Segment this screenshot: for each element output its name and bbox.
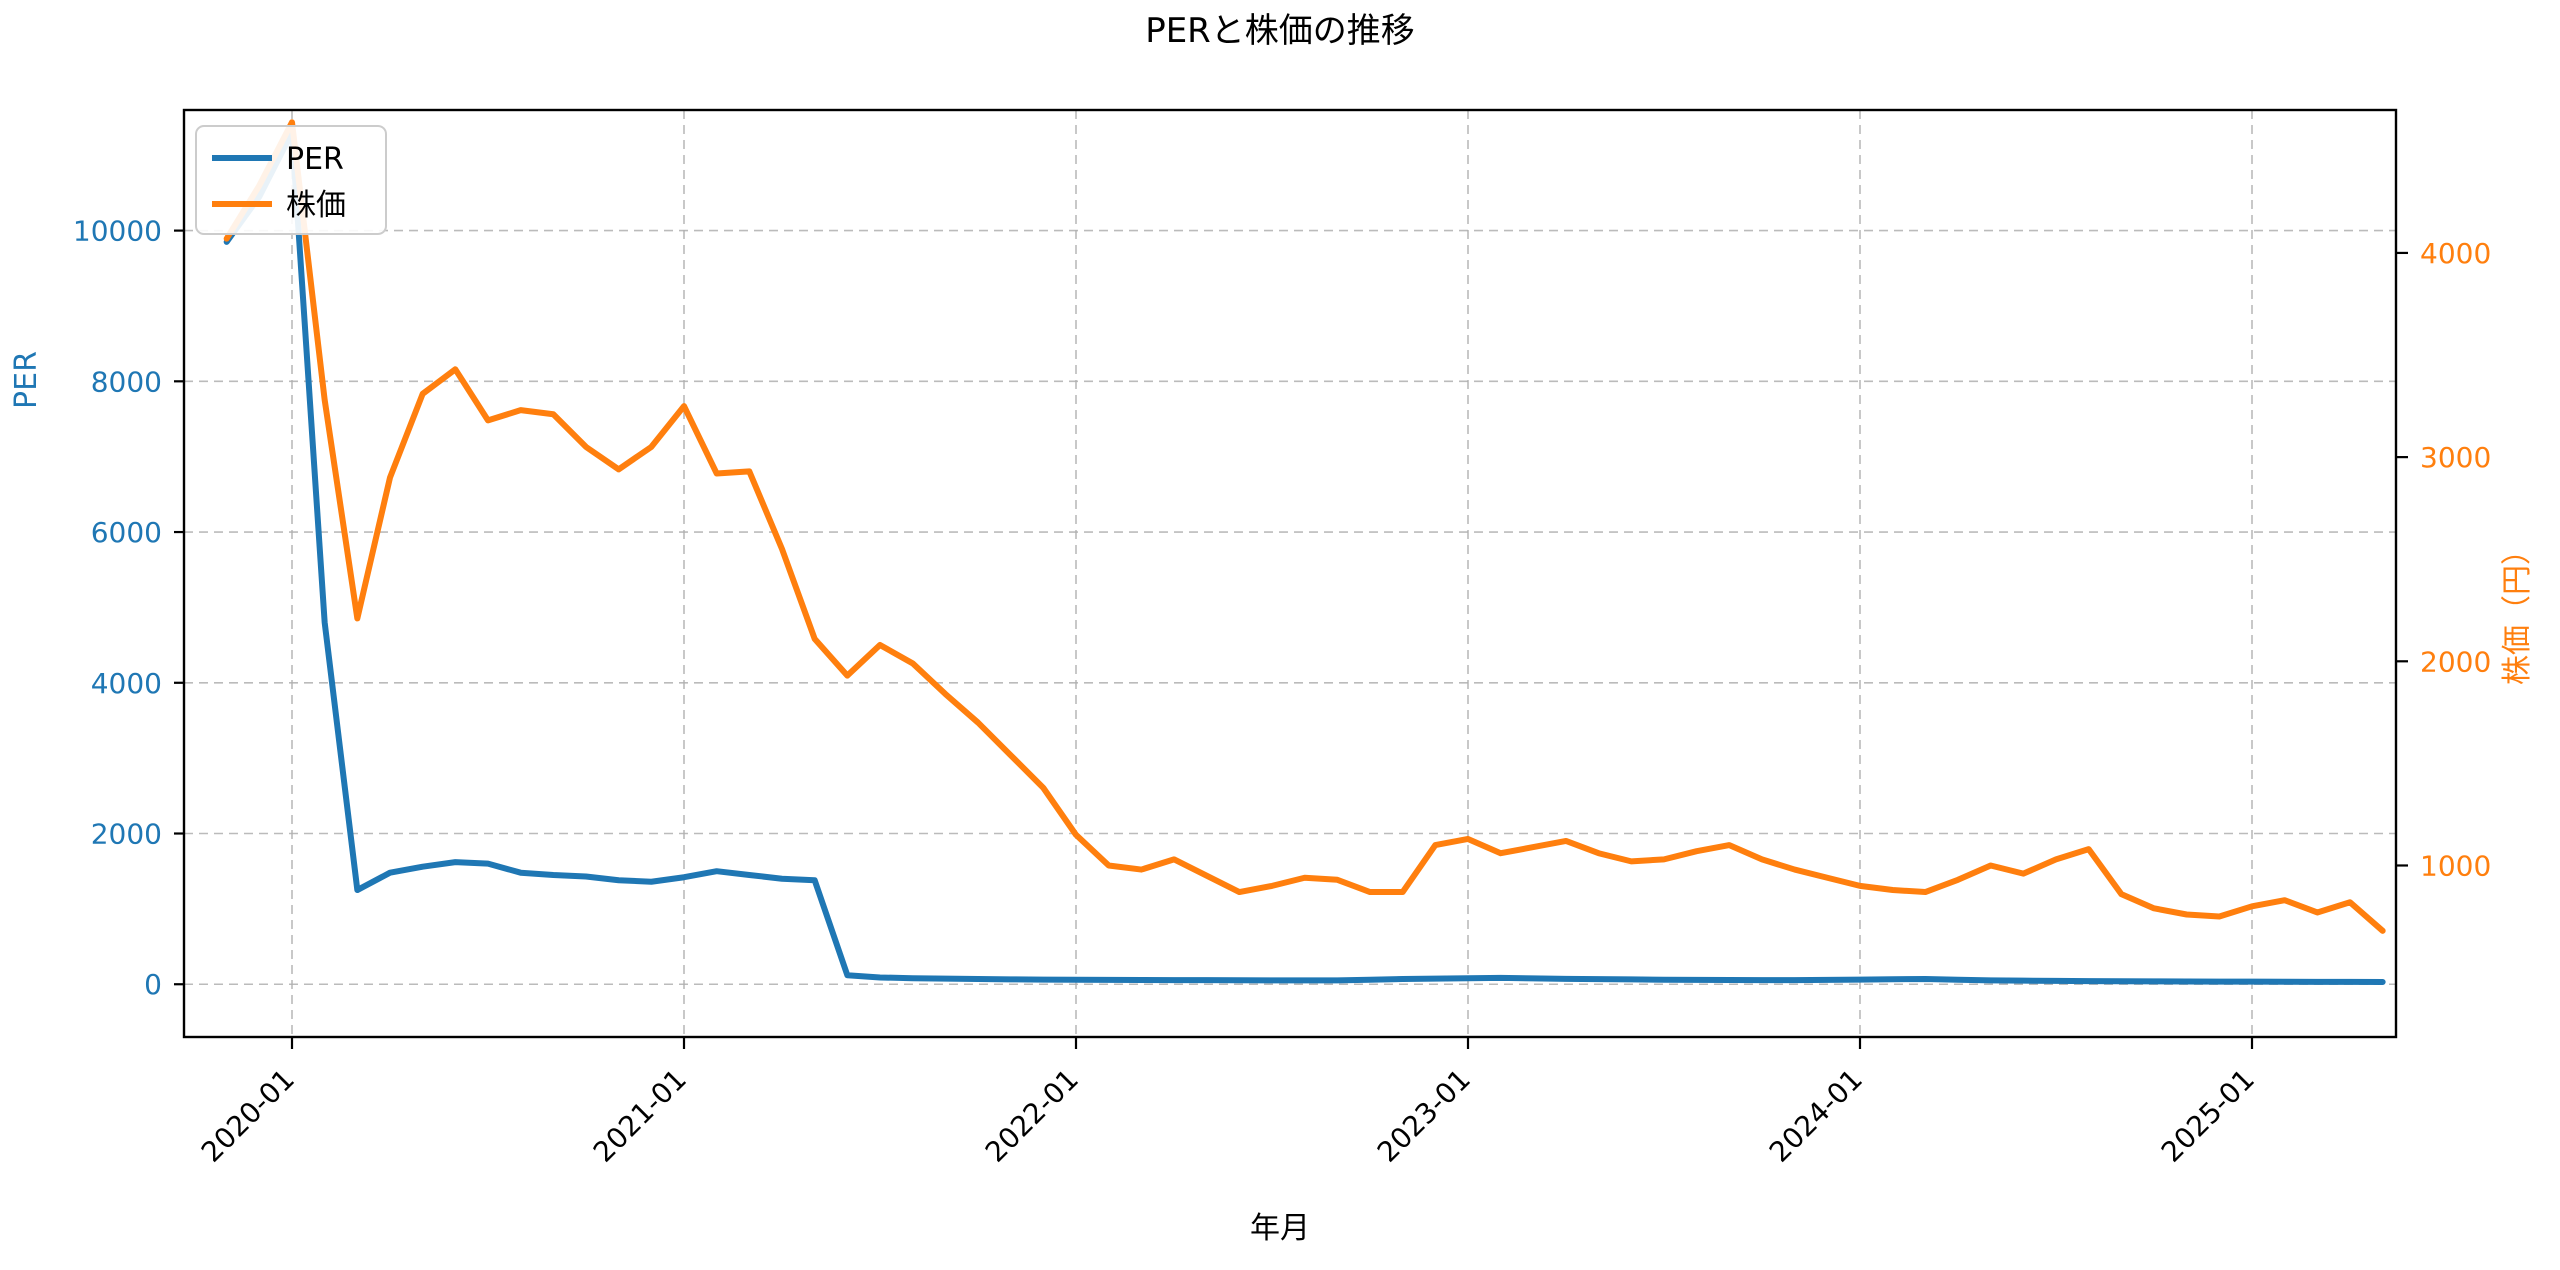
y-tick-label-left: 8000 — [91, 365, 162, 398]
y-tick-label-left: 10000 — [73, 215, 162, 248]
y-axis-label-left: PER — [9, 351, 44, 409]
series-line-stock-price — [223, 119, 2386, 934]
y-tick-label-right: 4000 — [2420, 237, 2491, 270]
series-lines — [223, 119, 2386, 985]
y-tick-label-left: 0 — [144, 968, 162, 1001]
grid-lines — [184, 110, 2396, 1037]
axis-ticks — [174, 229, 2408, 1049]
y-tick-label-left: 2000 — [91, 818, 162, 851]
y-tick-label-right: 2000 — [2420, 645, 2491, 678]
y-tick-label-left: 4000 — [91, 667, 162, 700]
series-line-per — [223, 129, 2386, 985]
axes-spines — [182, 108, 2398, 1039]
y-tick-label-left: 6000 — [91, 516, 162, 549]
legend-label-stock-price[interactable]: 株価 — [286, 188, 346, 223]
chart-title: PERと株価の推移 — [1145, 11, 1415, 51]
y-axis-label-right: 株価（円） — [2500, 535, 2535, 685]
chart-legend[interactable]: PER 株価 — [195, 125, 387, 235]
y-tick-label-right: 1000 — [2420, 849, 2491, 882]
plot-border — [182, 108, 2398, 1039]
y-tick-label-right: 3000 — [2420, 441, 2491, 474]
x-axis-label: 年月 — [1250, 1211, 1310, 1246]
legend-label-per[interactable]: PER — [286, 142, 344, 177]
